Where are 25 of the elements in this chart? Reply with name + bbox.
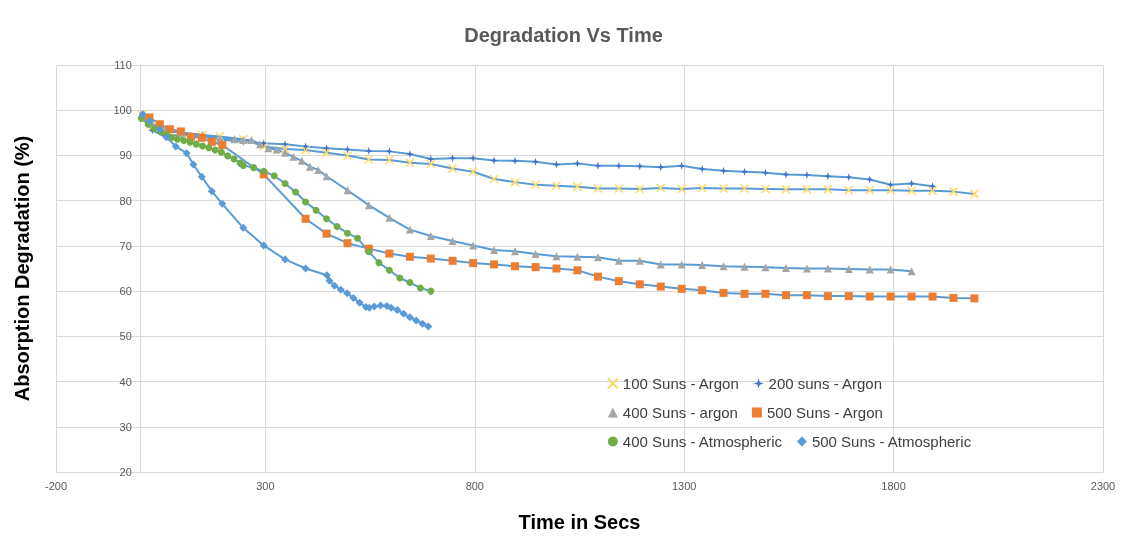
legend-label: 100 Suns - Argon (622, 375, 739, 392)
x-tick-label: 2300 (1090, 479, 1116, 492)
y-tick-label: 90 (119, 149, 132, 162)
x-tick-label: 1800 (881, 479, 906, 492)
x-tick-label: -200 (44, 479, 68, 492)
x-axis-title: Time in Secs (518, 511, 641, 533)
y-tick-label: 50 (119, 330, 132, 343)
y-tick-label: 70 (119, 239, 132, 252)
y-axis-title: Absorption Degradation (%) (10, 135, 33, 402)
y-tick-label: 110 (114, 59, 132, 71)
x-tick-label: 300 (256, 479, 275, 492)
y-tick-label: 100 (113, 104, 132, 117)
x-tick-label: 800 (465, 479, 484, 492)
chart-title: Degradation Vs Time (464, 24, 663, 46)
legend-label: 400 Suns - argon (622, 404, 738, 421)
y-tick-label: 60 (119, 285, 132, 298)
legend-label: 400 Suns - Atmospheric (622, 433, 783, 450)
legend-label: 500 Suns - Argon (766, 404, 883, 421)
legend-label: 200 suns - Argon (768, 375, 883, 392)
y-tick-label: 30 (119, 420, 132, 433)
legend-label: 500 Suns - Atmospheric (811, 433, 972, 450)
y-tick-label: 80 (119, 194, 132, 207)
x-tick-label: 1300 (671, 479, 697, 492)
y-tick-label: 20 (119, 466, 132, 478)
y-tick-label: 40 (119, 375, 132, 388)
